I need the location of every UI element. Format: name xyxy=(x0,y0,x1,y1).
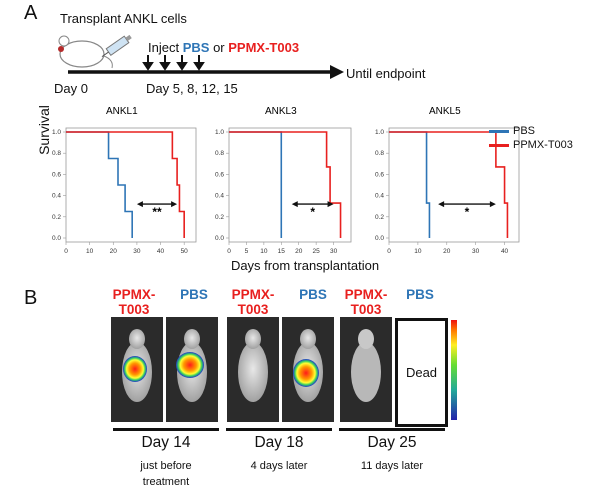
y-tick-label-1-2: 0.4 xyxy=(215,193,224,200)
group3-pbs-label: PBS xyxy=(406,287,434,302)
y-tick-label-1-3: 0.6 xyxy=(215,171,224,178)
significance-label-0: ** xyxy=(152,205,162,219)
chart-title-2: ANKL5 xyxy=(429,106,461,117)
y-tick-label-1-5: 1.0 xyxy=(215,129,224,136)
y-tick-label-2-1: 0.2 xyxy=(375,214,384,221)
series-line-1-1 xyxy=(229,131,342,238)
legend-label-pbs: PBS xyxy=(513,125,536,137)
arrow-head-left-2 xyxy=(438,201,445,208)
group1-drug-label: PPMX- T003 xyxy=(112,287,156,317)
injection-days: Day 5, 8, 12, 15 xyxy=(146,81,238,96)
bioluminescence-images xyxy=(111,317,334,422)
y-tick-label-0-2: 0.4 xyxy=(52,193,61,200)
x-tick-label-1-2: 10 xyxy=(260,248,268,255)
y-axis-label: Survival xyxy=(36,105,52,155)
y-tick-label-0-4: 0.8 xyxy=(52,150,61,157)
x-tick-label-2-2: 20 xyxy=(443,248,451,255)
series-line-1-0 xyxy=(229,131,283,238)
y-tick-label-1-4: 0.8 xyxy=(215,150,224,157)
legend-item-pbs: PBS xyxy=(489,124,573,138)
panel-b-letter: B xyxy=(24,287,38,309)
x-tick-label-1-0: 0 xyxy=(227,248,231,255)
series-line-0-1 xyxy=(66,131,185,238)
chart-title-0: ANKL1 xyxy=(106,106,138,117)
mouse-syringe-icon xyxy=(58,34,132,69)
chart-frame-0 xyxy=(65,127,197,243)
dead-box: Dead xyxy=(395,318,448,427)
x-tick-label-0-3: 30 xyxy=(133,248,141,255)
arrow-head-left-1 xyxy=(291,201,298,208)
inject-pbs: PBS xyxy=(182,40,210,55)
mouse-image-group3-drug xyxy=(340,317,392,422)
day25-sub: 11 days later xyxy=(360,460,424,472)
x-tick-label-0-0: 0 xyxy=(64,248,68,255)
x-tick-label-0-2: 20 xyxy=(110,248,118,255)
y-tick-label-2-2: 0.4 xyxy=(375,193,384,200)
dead-label: Dead xyxy=(405,365,438,380)
group2-drug-label: PPMX- T003 xyxy=(231,287,275,317)
color-scale-bar xyxy=(451,320,457,420)
y-tick-label-0-5: 1.0 xyxy=(52,129,61,136)
group2-pbs-label: PBS xyxy=(299,287,327,302)
day25-bar xyxy=(339,428,445,431)
day14-sub: just before treatment xyxy=(140,460,192,488)
x-axis-label: Days from transplantation xyxy=(230,258,380,273)
legend-label-drug: PPMX-T003 xyxy=(513,139,573,151)
day18-label: Day 18 xyxy=(254,434,304,451)
day14-label: Day 14 xyxy=(141,434,191,451)
group1-pbs-label: PBS xyxy=(180,287,208,302)
x-tick-label-1-4: 20 xyxy=(295,248,303,255)
x-tick-label-2-4: 40 xyxy=(501,248,509,255)
y-tick-label-1-0: 0.0 xyxy=(215,235,224,242)
chart-frame-2 xyxy=(388,127,520,243)
x-tick-label-0-5: 50 xyxy=(181,248,189,255)
y-tick-label-2-0: 0.0 xyxy=(375,235,384,242)
y-tick-label-2-5: 1.0 xyxy=(375,129,384,136)
y-tick-label-0-1: 0.2 xyxy=(52,214,61,221)
day18-bar xyxy=(226,428,332,431)
arrow-head-right-0 xyxy=(171,201,178,208)
series-line-0-0 xyxy=(66,131,133,238)
legend-swatch-pbs xyxy=(489,129,509,133)
significance-label-2: * xyxy=(465,205,470,219)
transplant-header: Transplant ANKL cells xyxy=(60,11,187,26)
x-tick-label-2-0: 0 xyxy=(387,248,391,255)
inject-line: Inject PBS or PPMX-T003 xyxy=(148,40,299,55)
x-tick-label-1-6: 30 xyxy=(330,248,338,255)
x-tick-label-0-4: 40 xyxy=(157,248,165,255)
legend: PBS PPMX-T003 xyxy=(489,124,573,152)
inject-prefix: Inject xyxy=(148,40,180,55)
day14-bar xyxy=(113,428,219,431)
y-tick-label-0-0: 0.0 xyxy=(52,235,61,242)
arrow-head-left-0 xyxy=(136,201,143,208)
day0-label: Day 0 xyxy=(54,81,88,96)
arrow-head-right-2 xyxy=(489,201,496,208)
series-line-2-0 xyxy=(389,131,431,238)
x-tick-label-2-1: 10 xyxy=(414,248,422,255)
significance-label-1: * xyxy=(310,205,315,219)
legend-swatch-drug xyxy=(489,143,509,147)
y-tick-label-2-4: 0.8 xyxy=(375,150,384,157)
until-endpoint: Until endpoint xyxy=(346,66,426,81)
day18-sub: 4 days later xyxy=(250,460,308,472)
inject-drug: PPMX-T003 xyxy=(228,40,300,55)
y-tick-label-0-3: 0.6 xyxy=(52,171,61,178)
chart-frame-1 xyxy=(228,127,352,243)
panel-a-letter: A xyxy=(24,2,38,24)
chart-title-1: ANKL3 xyxy=(265,106,297,117)
group3-drug-label: PPMX- T003 xyxy=(344,287,388,317)
x-tick-label-1-1: 5 xyxy=(245,248,249,255)
timeline-arrow xyxy=(68,55,344,79)
y-tick-label-1-1: 0.2 xyxy=(215,214,224,221)
x-tick-label-1-3: 15 xyxy=(278,248,286,255)
day25-label: Day 25 xyxy=(367,434,417,451)
inject-or: or xyxy=(213,40,225,55)
x-tick-label-2-3: 30 xyxy=(472,248,480,255)
legend-item-drug: PPMX-T003 xyxy=(489,138,573,152)
x-tick-label-0-1: 10 xyxy=(86,248,94,255)
arrow-head-right-1 xyxy=(327,201,334,208)
x-tick-label-1-5: 25 xyxy=(313,248,321,255)
y-tick-label-2-3: 0.6 xyxy=(375,171,384,178)
